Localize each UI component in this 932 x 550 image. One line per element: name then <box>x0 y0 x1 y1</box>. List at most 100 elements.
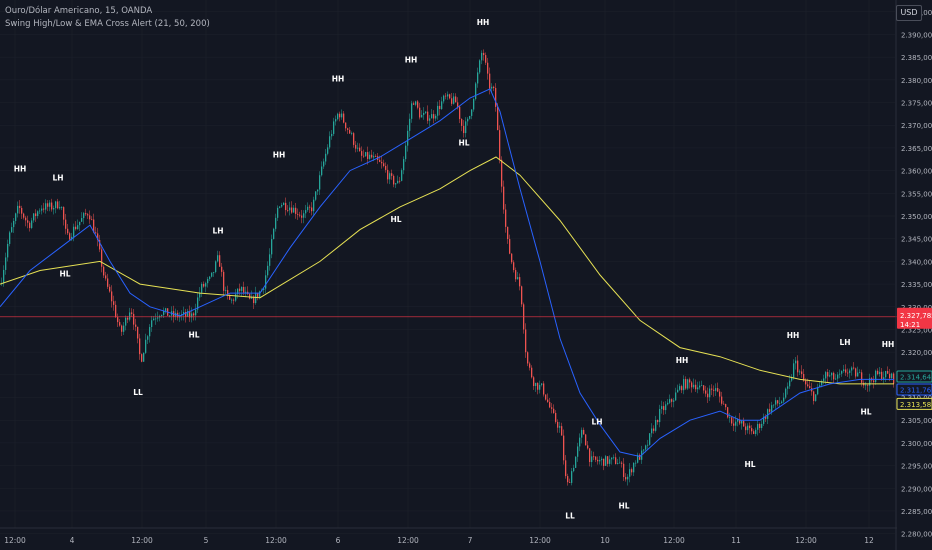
price-tick-label: 2.380,000 <box>901 77 932 85</box>
candle-body <box>29 222 31 228</box>
candle-body <box>481 52 483 61</box>
candle-body <box>263 288 265 290</box>
candle-body <box>645 445 647 450</box>
candle-body <box>151 320 153 328</box>
candle-body <box>633 462 635 473</box>
candle-body <box>299 214 301 216</box>
candle-body <box>47 203 49 207</box>
candle-body <box>791 377 793 381</box>
candle-body <box>83 213 85 219</box>
candle-body <box>731 417 733 424</box>
time-tick-label: 12:00 <box>795 536 817 545</box>
indicator-title[interactable]: Swing High/Low & EMA Cross Alert (21, 50… <box>5 19 210 29</box>
candle-body <box>553 408 555 413</box>
swing-label: HL <box>458 138 469 147</box>
candle-body <box>415 101 417 105</box>
candle-body <box>53 208 55 210</box>
candle-body <box>309 206 311 208</box>
candle-body <box>429 118 431 121</box>
candle-body <box>837 374 839 379</box>
candle-body <box>407 130 409 146</box>
candle-body <box>19 205 21 208</box>
candle-body <box>353 133 355 145</box>
candle-body <box>657 420 659 423</box>
candle-body <box>631 469 633 473</box>
candle-body <box>541 383 543 385</box>
candle-body <box>567 476 569 483</box>
candle-body <box>297 213 299 215</box>
candle-body <box>321 166 323 176</box>
candle-body <box>557 421 559 428</box>
candle-body <box>737 419 739 422</box>
candle-body <box>243 286 245 293</box>
swing-label: LH <box>591 418 602 427</box>
candle-body <box>127 317 129 320</box>
candle-body <box>427 111 429 121</box>
price-axis[interactable]: 2.395,0002.390,0002.385,0002.380,0002.37… <box>895 0 932 550</box>
candle-body <box>55 201 57 209</box>
candle-body <box>123 325 125 332</box>
candle-body <box>289 207 291 211</box>
candle-body <box>217 255 219 262</box>
candle-body <box>491 86 493 89</box>
candle-body <box>403 159 405 171</box>
candle-body <box>253 296 255 304</box>
candle-body <box>305 210 307 214</box>
candle-body <box>563 435 565 461</box>
candle-body <box>89 215 91 220</box>
candle-body <box>399 180 401 182</box>
candle-body <box>59 207 61 209</box>
candle-body <box>369 154 371 159</box>
candle-body <box>95 232 97 234</box>
candle-body <box>777 400 779 404</box>
candle-body <box>551 407 553 409</box>
candle-body <box>455 96 457 103</box>
price-badges: 2.327,78514:21 2.314,640 2.311,760 2.313,58… <box>896 307 932 410</box>
candle-body <box>343 113 345 123</box>
candle-body <box>697 387 699 390</box>
candle-body <box>85 213 87 215</box>
time-tick-label: 12:00 <box>663 536 685 545</box>
price-tick-label: 2.295,000 <box>901 463 932 471</box>
candle-body <box>505 209 507 227</box>
candle-body <box>81 218 83 222</box>
candle-body <box>713 389 715 391</box>
candle-body <box>201 283 203 293</box>
candle-body <box>215 261 217 273</box>
currency-button[interactable]: USD <box>896 5 922 21</box>
candle-body <box>155 318 157 320</box>
candle-body <box>39 210 41 212</box>
candle-body <box>779 403 781 404</box>
candle-body <box>623 463 625 478</box>
candle-body <box>635 462 637 464</box>
price-tick-label: 2.335,000 <box>901 281 932 289</box>
candle-body <box>449 94 451 99</box>
candle-body <box>793 363 795 378</box>
candle-body <box>605 456 607 466</box>
candle-body <box>303 213 305 218</box>
candle-body <box>281 204 283 207</box>
candle-body <box>617 463 619 464</box>
candle-body <box>643 449 645 451</box>
time-tick-label: 12:00 <box>4 536 26 545</box>
candle-body <box>323 161 325 167</box>
time-axis[interactable]: 12:00 4 12:00 5 12:00 6 12:00 7 12:00 10 12:00 11 12… <box>0 527 897 545</box>
candle-body <box>385 165 387 170</box>
candle-body <box>583 429 585 435</box>
candle-body <box>517 277 519 280</box>
candle-body <box>425 111 427 113</box>
candle-body <box>597 459 599 462</box>
candle-body <box>147 336 149 340</box>
candle-body <box>783 397 785 402</box>
candle-body <box>859 372 861 374</box>
candle-body <box>387 169 389 180</box>
candle-body <box>609 459 611 464</box>
candle-body <box>223 271 225 291</box>
price-tick-label: 2.385,000 <box>901 54 932 62</box>
price-tick-label: 2.345,000 <box>901 236 932 244</box>
candle-body <box>283 202 285 205</box>
candle-body <box>493 86 495 89</box>
candle-body <box>607 456 609 464</box>
candle-body <box>805 380 807 385</box>
